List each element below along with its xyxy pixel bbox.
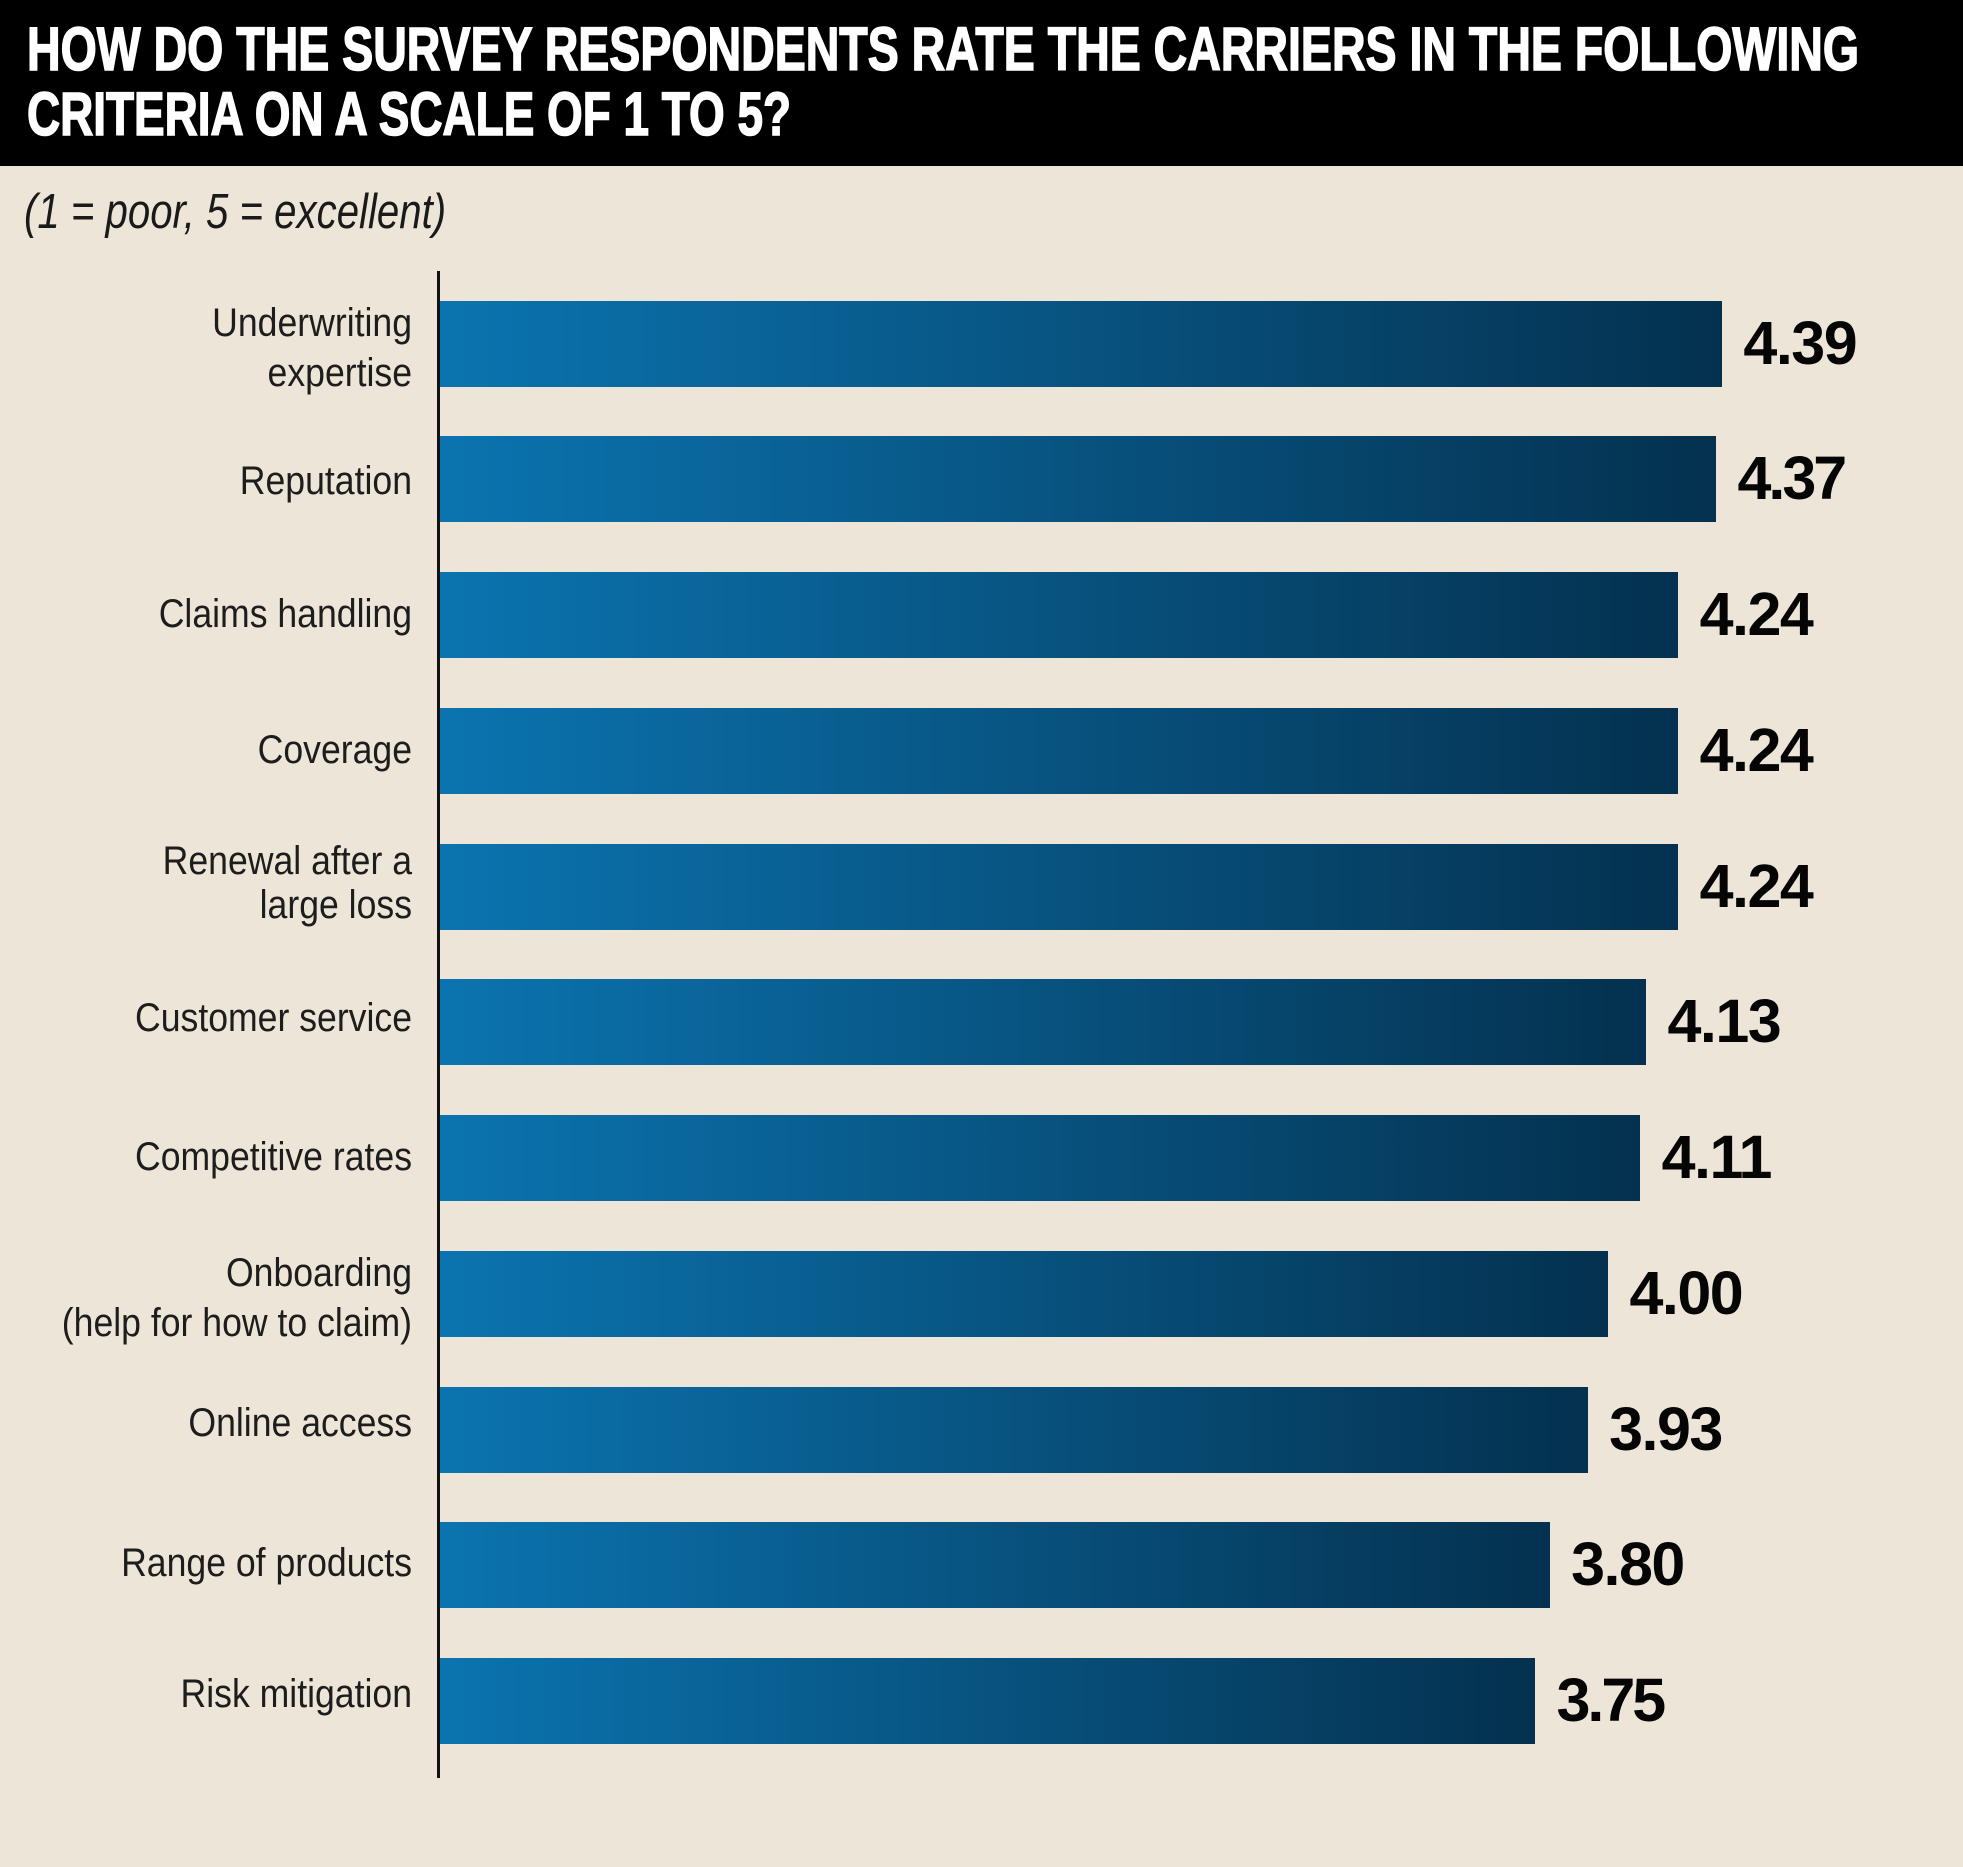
svg-text:CRITERIA ON A SCALE OF 1 TO 5?: CRITERIA ON A SCALE OF 1 TO 5? xyxy=(27,80,791,148)
svg-text:HOW DO THE SURVEY RESPONDENTS: HOW DO THE SURVEY RESPONDENTS RATE THE C… xyxy=(27,15,1859,83)
